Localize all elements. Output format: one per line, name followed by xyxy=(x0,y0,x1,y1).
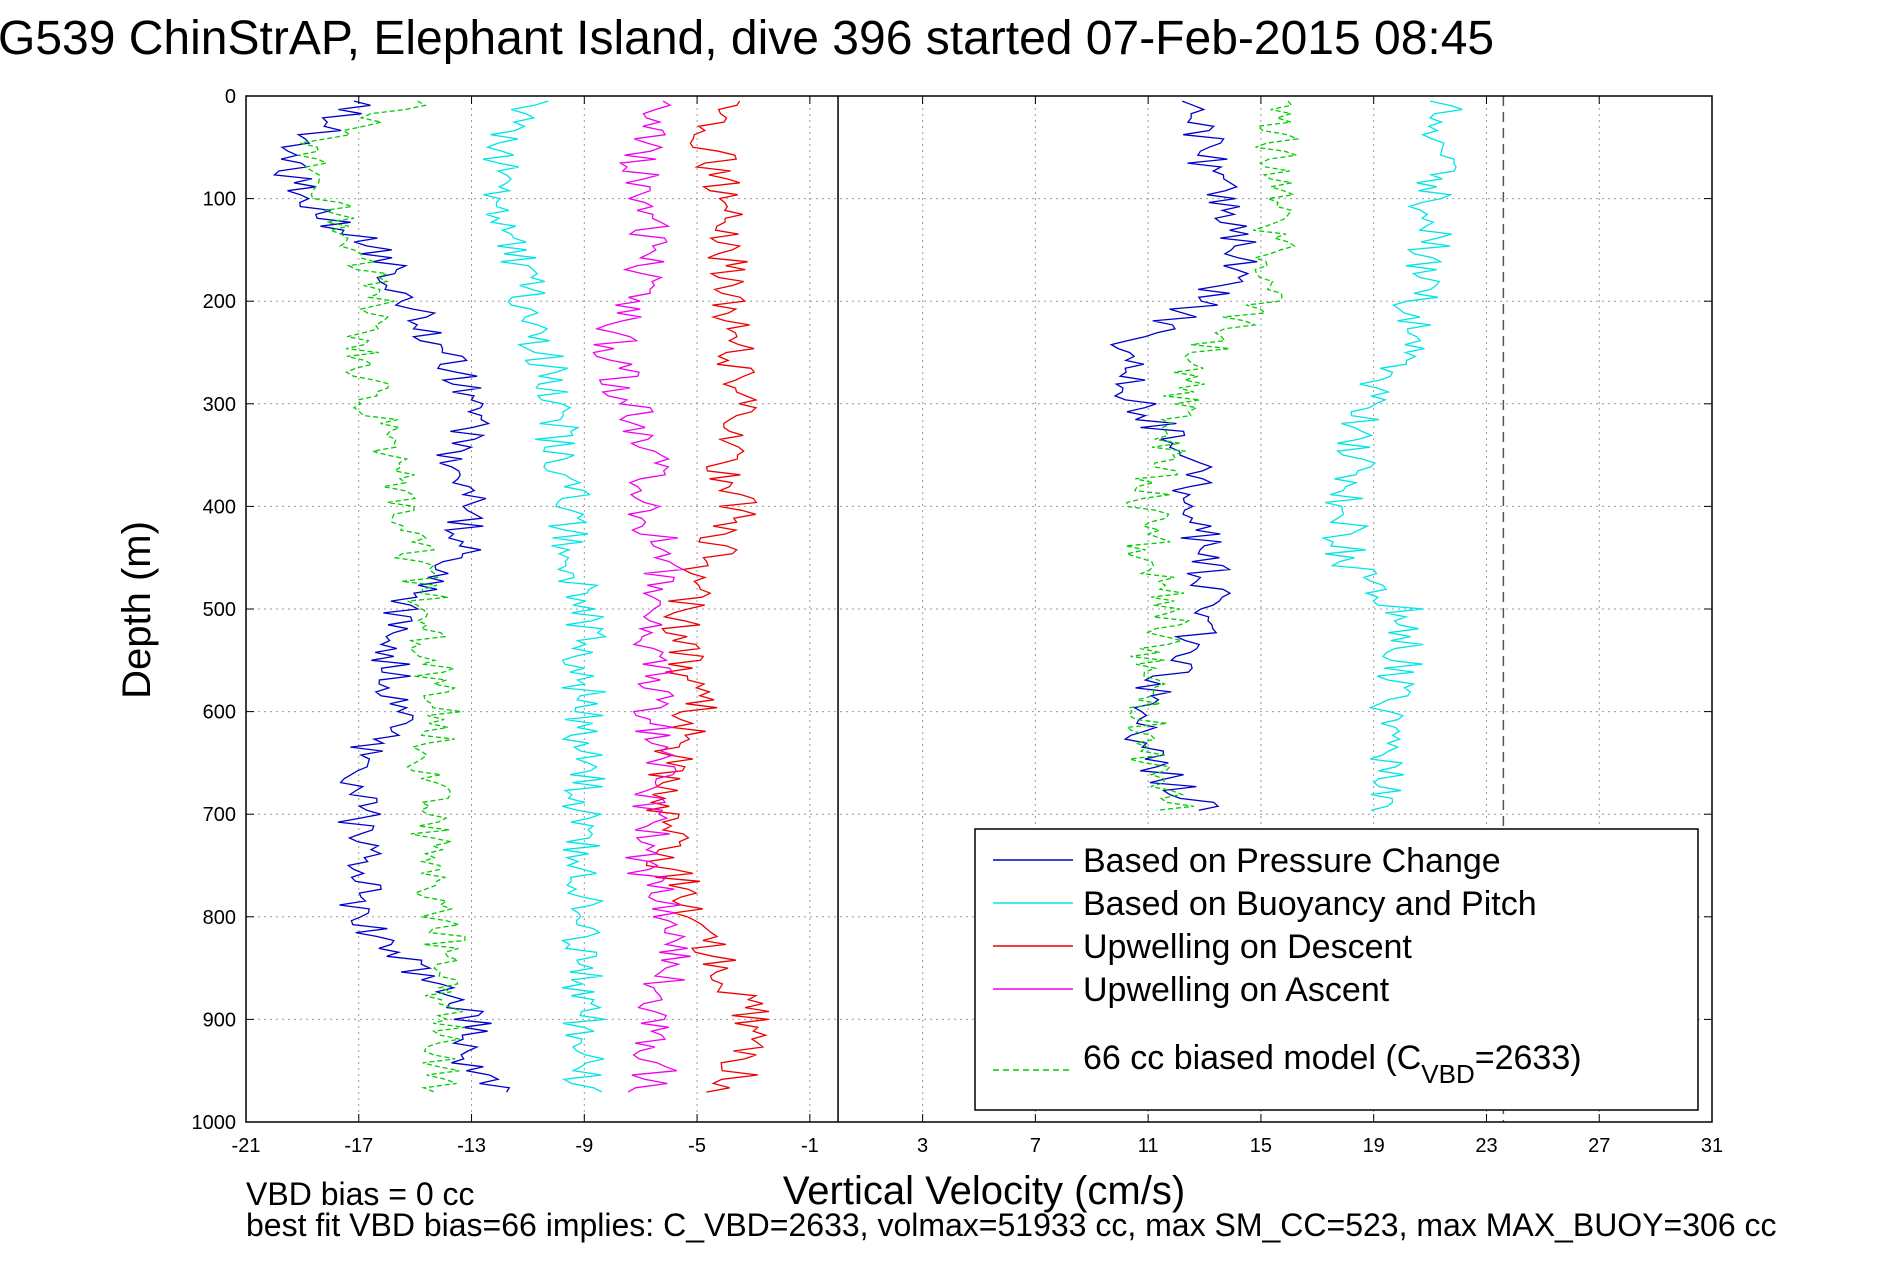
x-tick-label: -21 xyxy=(232,1135,261,1157)
x-tick-label: -9 xyxy=(575,1135,593,1157)
y-axis-label: Depth (m) xyxy=(115,521,159,699)
series-lines xyxy=(272,100,1463,1093)
legend-label: Upwelling on Ascent xyxy=(1083,971,1390,1009)
x-tick-label: 19 xyxy=(1363,1135,1385,1157)
y-tick-label: 100 xyxy=(203,189,236,211)
x-tick-label: -13 xyxy=(457,1135,486,1157)
series-line-upwelling-on-descent-descent xyxy=(645,100,770,1093)
x-tick-label: 15 xyxy=(1250,1135,1272,1157)
series-line-based-on-pressure-change-ascent xyxy=(1109,100,1258,811)
y-tick-label: 400 xyxy=(203,496,236,518)
x-tick-label: -5 xyxy=(688,1135,706,1157)
series-line-based-on-buoyancy-and-pitch-descent xyxy=(482,100,608,1093)
x-axis-label: Vertical Velocity (cm/s) xyxy=(783,1169,1185,1213)
x-tick-label: -1 xyxy=(801,1135,819,1157)
legend: Based on Pressure Change Based on Buoyanc… xyxy=(974,828,1699,1111)
legend-label: Based on Buoyancy and Pitch xyxy=(1083,885,1537,923)
legend-model-suffix: =2633) xyxy=(1475,1039,1582,1077)
series-line-upwelling-on-ascent-descent xyxy=(592,100,691,1093)
x-tick-label: 3 xyxy=(917,1135,928,1157)
x-tick-label: 23 xyxy=(1475,1135,1497,1157)
series-line-66-cc-biased-model-descent xyxy=(297,100,466,1093)
series-line-66-cc-biased-model-ascent xyxy=(1124,100,1300,811)
y-axis-ticks: 0 100 200 300 400 500 600 700 800 900 1000 xyxy=(192,86,1712,1134)
y-tick-label: 800 xyxy=(203,907,236,929)
legend-model-prefix: 66 cc biased model (C xyxy=(1083,1039,1421,1077)
x-tick-label: 11 xyxy=(1138,1135,1159,1157)
chart-title: G539 ChinStrAP, Elephant Island, dive 39… xyxy=(0,12,1494,65)
y-tick-label: 500 xyxy=(203,599,236,621)
series-line-based-on-pressure-change-descent xyxy=(272,100,511,1093)
x-tick-label: 31 xyxy=(1701,1135,1723,1157)
legend-box xyxy=(974,828,1699,1111)
x-tick-label: 27 xyxy=(1588,1135,1610,1157)
y-tick-label: 700 xyxy=(203,804,236,826)
legend-label: Upwelling on Descent xyxy=(1083,928,1412,966)
legend-model-subscript: VBD xyxy=(1421,1059,1474,1089)
legend-items: Based on Pressure Change Based on Buoyanc… xyxy=(993,842,1537,1009)
x-axis-ticks: -21 -17 -13 -9 -5 -1 3 7 11 15 19 23 27 31 xyxy=(232,96,1723,1157)
footer-vbd-bias: VBD bias = 0 cc xyxy=(246,1176,475,1212)
x-tick-label: -17 xyxy=(344,1135,373,1157)
y-tick-label: 0 xyxy=(225,86,236,108)
x-tick-label: 7 xyxy=(1030,1135,1041,1157)
series-line-based-on-buoyancy-and-pitch-ascent xyxy=(1320,100,1463,811)
y-tick-label: 900 xyxy=(203,1009,236,1031)
y-tick-label: 600 xyxy=(203,702,236,724)
y-tick-label: 200 xyxy=(203,291,236,313)
y-tick-label: 1000 xyxy=(192,1112,237,1134)
legend-label-model: 66 cc biased model (CVBD=2633) xyxy=(1083,1039,1582,1089)
y-tick-label: 300 xyxy=(203,394,236,416)
footer-best-fit: best fit VBD bias=66 implies: C_VBD=2633… xyxy=(246,1207,1777,1243)
legend-label: Based on Pressure Change xyxy=(1083,842,1501,880)
